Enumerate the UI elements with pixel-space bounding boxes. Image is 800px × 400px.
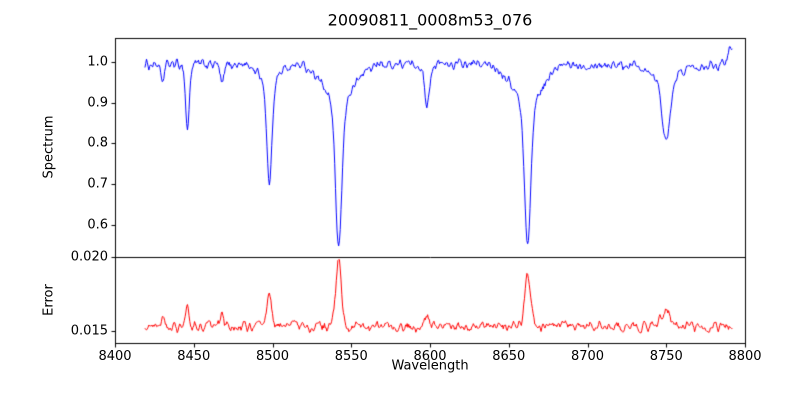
spectrum-y-tick-label: 0.7 <box>87 176 108 192</box>
x-tick-label: 8750 <box>649 349 683 364</box>
spectrum-y-tick-label: 0.8 <box>87 135 108 151</box>
x-tick-label: 8400 <box>98 349 132 364</box>
x-tick-label: 8500 <box>255 349 290 364</box>
x-tick-label: 8600 <box>413 349 447 364</box>
spectrum-y-tick-label: 0.9 <box>87 95 108 111</box>
chart-title: 20090811_0008m53_076 <box>327 10 533 30</box>
x-tick-label: 8650 <box>492 349 526 364</box>
spectrum-y-tick-label: 0.6 <box>87 217 108 233</box>
x-tick-label: 8800 <box>728 349 762 364</box>
y-axis-label-spectrum-text: Spectrum <box>41 115 57 179</box>
x-axis-label: Wavelength <box>391 358 469 374</box>
x-tick-label: 8550 <box>334 349 368 364</box>
error-y-tick-label: 0.020 <box>70 249 108 265</box>
x-tick-label: 8450 <box>177 349 211 364</box>
error-y-tick-label: 0.015 <box>70 323 108 339</box>
y-axis-label-error-text: Error <box>41 284 57 316</box>
x-tick-label: 8700 <box>570 349 605 364</box>
spectrum-y-tick-label: 1.0 <box>87 54 108 70</box>
